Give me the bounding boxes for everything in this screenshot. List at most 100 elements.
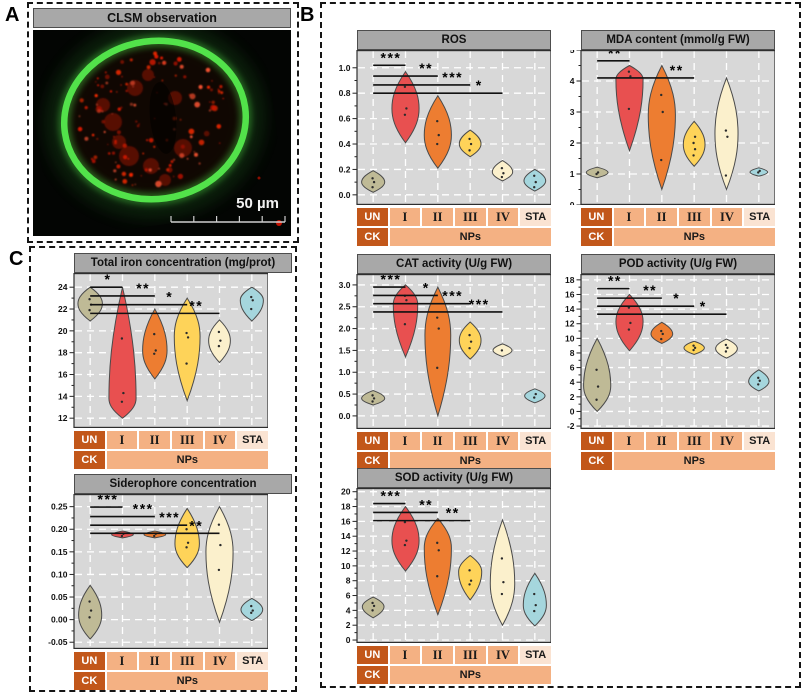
category-cell-pod-III: III xyxy=(678,432,710,450)
sig-bar-pod-UN-1: ** xyxy=(597,273,630,290)
svg-text:2: 2 xyxy=(570,392,575,402)
category-cell-pod-UN: UN xyxy=(581,432,612,450)
svg-text:2: 2 xyxy=(346,620,351,630)
svg-text:3: 3 xyxy=(570,107,575,117)
svg-text:1.5: 1.5 xyxy=(339,345,351,355)
svg-text:**: ** xyxy=(136,280,150,296)
category-cell-pod-II: II xyxy=(646,432,677,450)
group-cell-pod-NPs: NPs xyxy=(613,452,775,470)
category-cell-iron-UN: UN xyxy=(74,431,105,449)
category-cell-mda-IV: IV xyxy=(711,208,743,226)
category-cell-cat-I: I xyxy=(389,432,421,450)
panel-b-label: B xyxy=(300,4,315,26)
svg-text:***: *** xyxy=(133,501,154,517)
svg-text:**: ** xyxy=(419,496,433,512)
plot-area-siderophore: *** *** *** ** -0.05 0.00 0.05 0.10 0.15 0.20 0.25 xyxy=(34,491,269,650)
violin-sod-II xyxy=(423,517,452,617)
group-cell-iron-CK: CK xyxy=(74,451,105,469)
violin-mda-UN xyxy=(585,166,609,179)
svg-text:***: *** xyxy=(159,509,180,525)
clsm-micrograph: 50 µm xyxy=(33,20,291,236)
svg-text:*: * xyxy=(104,273,111,287)
svg-text:*: * xyxy=(423,279,430,295)
chart-title-mda: MDA content (mmol/g FW) xyxy=(581,30,775,50)
svg-text:18: 18 xyxy=(341,502,351,512)
svg-text:16: 16 xyxy=(341,516,351,526)
svg-text:0.8: 0.8 xyxy=(339,88,351,98)
violin-sod-STA xyxy=(522,572,547,627)
svg-text:0.6: 0.6 xyxy=(339,114,351,124)
svg-text:12: 12 xyxy=(341,546,351,556)
svg-text:***: *** xyxy=(442,288,463,304)
svg-text:2.5: 2.5 xyxy=(339,302,351,312)
chart-siderophore: Siderophore concentration *** *** *** ** -0.… xyxy=(34,474,292,692)
group-cell-siderophore-CK: CK xyxy=(74,672,105,690)
sig-bar-sod-UN-2: ** xyxy=(373,496,438,514)
violin-cat-II xyxy=(424,285,452,418)
plot-area-ros: *** ** *** * 0.0 0.2 0.4 0.6 0.8 1.0 xyxy=(327,49,552,206)
chart-title-pod: POD activity (U/g FW) xyxy=(581,254,775,274)
category-cell-ros-III: III xyxy=(454,208,486,226)
svg-text:10: 10 xyxy=(565,333,575,343)
violin-siderophore-III xyxy=(174,507,200,569)
chart-title-total-iron: Total iron concentration (mg/prot) xyxy=(74,253,292,273)
violin-pod-II xyxy=(650,321,674,345)
category-cell-sod-I: I xyxy=(389,646,421,664)
svg-text:16: 16 xyxy=(58,370,68,380)
group-cell-cat-NPs: NPs xyxy=(389,452,551,470)
svg-text:***: *** xyxy=(98,494,119,507)
category-cell-sod-IV: IV xyxy=(487,646,519,664)
svg-text:4: 4 xyxy=(570,377,575,387)
chart-title-sod: SOD activity (U/g FW) xyxy=(357,468,551,488)
violin-sod-IV xyxy=(489,518,516,627)
category-cell-ros-STA: STA xyxy=(520,208,551,226)
category-cell-mda-UN: UN xyxy=(581,208,612,226)
sig-bar-iron-UN-1: * xyxy=(90,271,123,288)
svg-text:0.0: 0.0 xyxy=(339,190,351,200)
sig-bar-sod-UN-1: *** xyxy=(373,488,406,505)
svg-text:0.00: 0.00 xyxy=(51,615,68,625)
svg-text:1.0: 1.0 xyxy=(339,63,351,73)
category-cell-ros-I: I xyxy=(389,208,421,226)
violin-ros-III xyxy=(458,129,482,158)
scale-bar-ruler xyxy=(170,216,286,223)
violin-iron-IV xyxy=(208,319,231,364)
svg-text:***: *** xyxy=(442,69,463,85)
violin-cat-STA xyxy=(524,388,546,404)
violin-mda-I xyxy=(615,64,644,153)
svg-text:2.0: 2.0 xyxy=(339,324,351,334)
svg-text:**: ** xyxy=(419,60,433,76)
category-cell-ros-UN: UN xyxy=(357,208,388,226)
svg-text:24: 24 xyxy=(58,282,68,292)
group-cell-pod-CK: CK xyxy=(581,452,612,470)
svg-text:6: 6 xyxy=(570,363,575,373)
sig-bar-ros-UN-2: ** xyxy=(373,60,438,77)
category-cell-sod-STA: STA xyxy=(520,646,551,664)
violin-siderophore-UN xyxy=(78,584,103,640)
chart-title-siderophore: Siderophore concentration xyxy=(74,474,292,494)
svg-text:0.05: 0.05 xyxy=(51,592,68,602)
svg-text:2: 2 xyxy=(570,138,575,148)
violin-iron-III xyxy=(173,297,201,403)
svg-text:0.4: 0.4 xyxy=(339,139,351,149)
category-cell-sod-II: II xyxy=(422,646,453,664)
plot-area-mda: ** ** 0 1 2 3 4 5 xyxy=(551,45,776,210)
svg-text:0.20: 0.20 xyxy=(51,524,68,534)
svg-text:5: 5 xyxy=(570,50,575,55)
sig-bar-siderophore-UN-3: *** xyxy=(90,509,188,526)
sig-bar-iron-UN-2: ** xyxy=(90,280,155,297)
svg-text:14: 14 xyxy=(565,304,575,314)
category-cell-iron-STA: STA xyxy=(237,431,268,449)
violin-cat-IV xyxy=(492,343,513,358)
svg-text:0.2: 0.2 xyxy=(339,164,351,174)
svg-text:***: *** xyxy=(381,50,402,65)
category-band-mda: UN I II III IV STA CK NPs xyxy=(581,208,775,246)
group-cell-ros-CK: CK xyxy=(357,228,388,246)
sig-bar-pod-UN-2: ** xyxy=(597,282,662,299)
svg-text:20: 20 xyxy=(341,488,351,497)
category-cell-cat-IV: IV xyxy=(487,432,519,450)
clsm-cell-image xyxy=(33,20,291,236)
svg-text:***: *** xyxy=(381,274,402,287)
category-cell-mda-I: I xyxy=(613,208,645,226)
